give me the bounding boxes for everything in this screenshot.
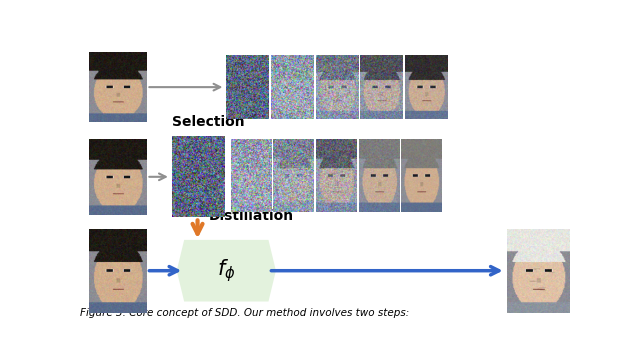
Text: Selection: Selection [172, 115, 244, 129]
Polygon shape [177, 240, 276, 301]
Text: Distillation: Distillation [209, 209, 294, 223]
Text: Figure 3. Core concept of SDD. Our method involves two steps:: Figure 3. Core concept of SDD. Our metho… [80, 308, 409, 318]
Text: $f_{\phi}$: $f_{\phi}$ [217, 257, 236, 284]
